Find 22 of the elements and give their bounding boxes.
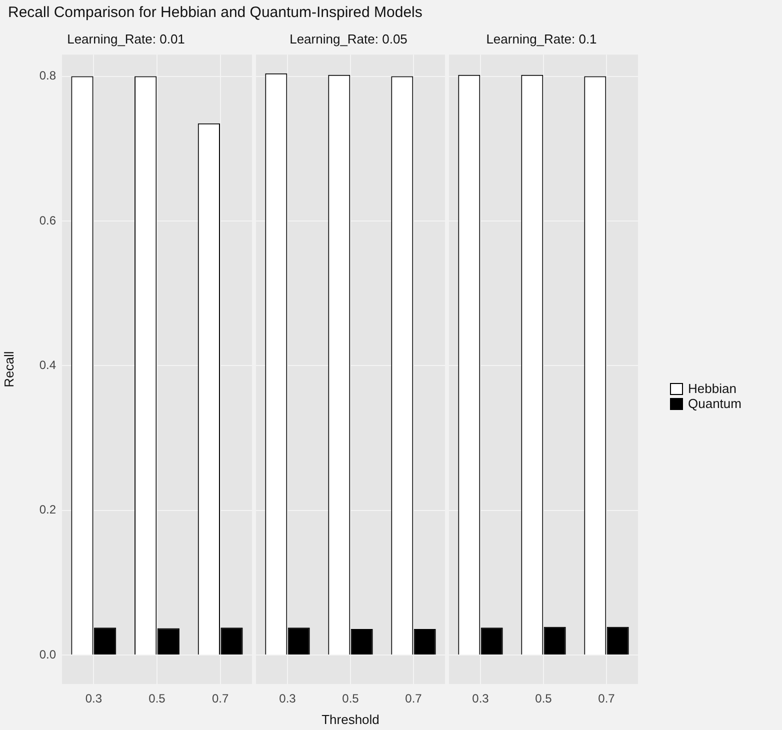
chart-subtitle: Learning_Rate: 0.01 bbox=[67, 31, 185, 46]
chart-subtitle: Learning_Rate: 0.05 bbox=[290, 31, 408, 46]
legend-label: Hebbian bbox=[688, 381, 736, 396]
y-tick-label: 0.8 bbox=[39, 68, 56, 83]
y-axis-title: Recall bbox=[1, 351, 16, 388]
x-tick-label: 0.5 bbox=[342, 692, 360, 706]
x-tick-label: 0.5 bbox=[148, 692, 166, 706]
x-tick-label: 0.7 bbox=[598, 692, 616, 706]
chart-title: Recall Comparison for Hebbian and Quantum-Inspired Models bbox=[8, 4, 422, 21]
x-tick-label: 0.7 bbox=[405, 692, 422, 706]
y-tick-label: 0.0 bbox=[39, 647, 56, 662]
x-tick-label: 0.7 bbox=[212, 692, 229, 706]
x-axis-title: Threshold bbox=[322, 712, 380, 727]
chart-subtitle: Learning_Rate: 0.1 bbox=[486, 31, 597, 46]
x-tick-label: 0.3 bbox=[85, 692, 102, 706]
x-tick-label: 0.5 bbox=[535, 692, 552, 706]
y-tick-label: 0.2 bbox=[39, 502, 56, 517]
x-tick-label: 0.3 bbox=[279, 692, 296, 706]
y-tick-label: 0.6 bbox=[39, 213, 56, 228]
x-tick-label: 0.3 bbox=[472, 692, 490, 706]
y-tick-label: 0.4 bbox=[39, 358, 56, 372]
legend-label: Quantum bbox=[688, 396, 742, 411]
